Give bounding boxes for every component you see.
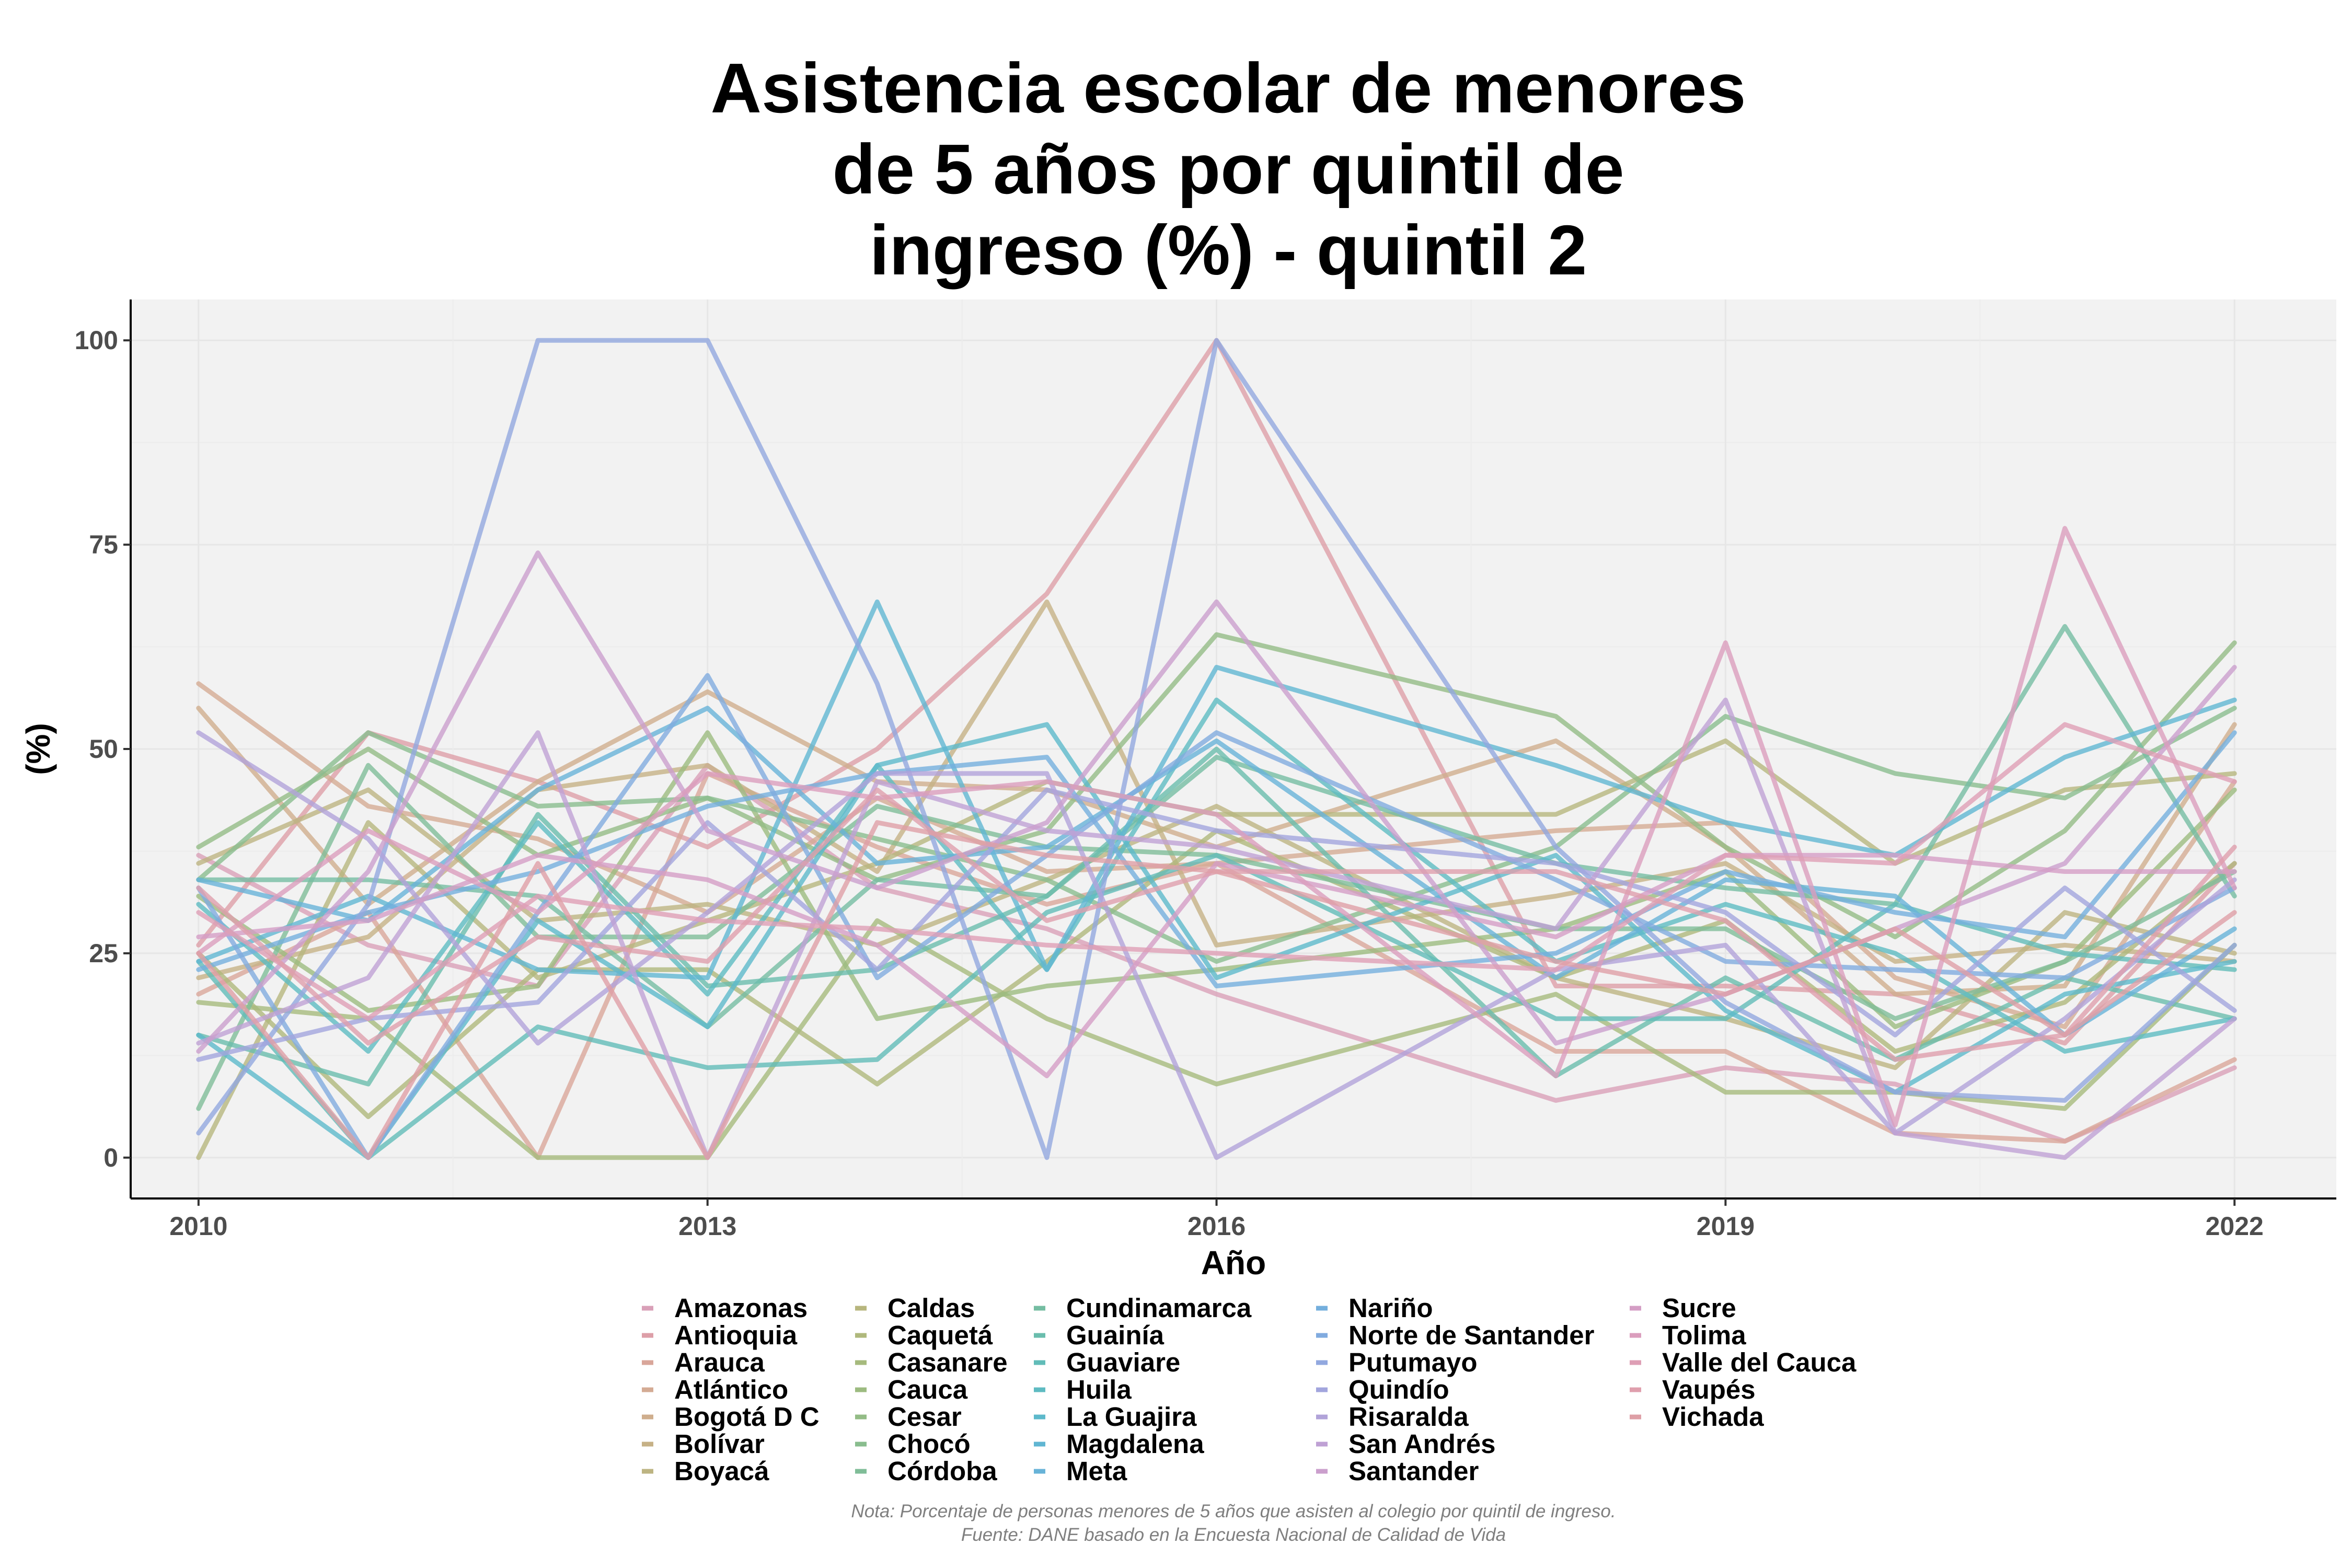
series-line-choco [196, 706, 2237, 964]
series-lines [196, 338, 2237, 1160]
series-line-tolima [196, 526, 2237, 1127]
chart-title-line-3: ingreso (%) - quintil 2 [870, 211, 1587, 290]
legend-label: Córdoba [887, 1456, 997, 1486]
note-text: Nota: Porcentaje de personas menores de … [851, 1501, 1616, 1521]
series-line-putumayo [196, 338, 2237, 1160]
legend-label: Meta [1066, 1456, 1127, 1486]
source-text: Fuente: DANE basado en la Encuesta Nacio… [961, 1525, 1506, 1545]
x-tick-label: 2019 [1697, 1212, 1755, 1241]
legend-label: Caquetá [887, 1320, 993, 1350]
legend-label: Huila [1066, 1375, 1132, 1404]
legend-label: Sucre [1662, 1293, 1736, 1323]
series-line-la-guajira [196, 722, 2237, 1160]
legend-label: Boyacá [674, 1456, 769, 1486]
series-line-sucre [196, 852, 2237, 1078]
legend-label: Santander [1348, 1456, 1479, 1486]
series-line-guaviare [196, 852, 2237, 1160]
x-tick-label: 2013 [678, 1212, 736, 1241]
x-axis-title: Año [1201, 1244, 1266, 1282]
legend-label: Vichada [1662, 1402, 1764, 1432]
legend-label: Valle del Cauca [1662, 1347, 1857, 1377]
legend-label: Guaviare [1066, 1347, 1180, 1377]
legend-label: Cauca [887, 1375, 968, 1404]
y-tick-label: 50 [89, 734, 118, 764]
legend-label: La Guajira [1066, 1402, 1197, 1432]
series-line-vichada [196, 820, 2237, 1160]
legend-label: Tolima [1662, 1320, 1746, 1350]
legend-label: Bogotá D C [674, 1402, 820, 1432]
legend-label: Arauca [674, 1347, 765, 1377]
legend-label: Quindío [1348, 1375, 1449, 1404]
x-tick-label: 2022 [2206, 1212, 2264, 1241]
legend-label: Guainía [1066, 1320, 1165, 1350]
axis-ticks: 0 25 50 75 100 2010 2013 2016 2019 2022 [75, 326, 2264, 1241]
legend-label: San Andrés [1348, 1429, 1496, 1459]
legend-label: Magdalena [1066, 1429, 1204, 1459]
series-line-cauca [196, 730, 2237, 1030]
legend-label: Nariño [1348, 1293, 1433, 1323]
legend-label: Antioquia [674, 1320, 798, 1350]
legend-label: Bolívar [674, 1429, 765, 1459]
legend-label: Chocó [887, 1429, 971, 1459]
legend-label: Cundinamarca [1066, 1293, 1252, 1323]
chart-title: Asistencia escolar de menores de 5 años … [711, 49, 1746, 290]
legend-label: Amazonas [674, 1293, 808, 1323]
chart-title-line-1: Asistencia escolar de menores [711, 49, 1746, 128]
legend-label: Putumayo [1348, 1347, 1478, 1377]
y-tick-label: 75 [89, 530, 118, 559]
y-tick-label: 0 [103, 1143, 118, 1172]
y-tick-label: 100 [75, 326, 118, 355]
legend-label: Vaupés [1662, 1375, 1756, 1404]
x-tick-label: 2010 [169, 1212, 227, 1241]
chart-title-line-2: de 5 años por quintil de [832, 130, 1624, 209]
series-line-santander [196, 550, 2237, 1054]
series-line-atlantico [196, 681, 2237, 1030]
x-tick-label: 2016 [1187, 1212, 1246, 1241]
series-line-risaralda [196, 730, 2237, 1160]
y-axis-title: (%) [19, 723, 57, 775]
legend-label: Norte de Santander [1348, 1320, 1595, 1350]
series-line-vaupes [196, 787, 2237, 1062]
series-line-quindio [196, 787, 2237, 1062]
series-line-san-andres [196, 697, 2237, 1160]
legend-label: Atlántico [674, 1375, 788, 1404]
y-tick-label: 25 [89, 939, 118, 968]
legend-label: Risaralda [1348, 1402, 1469, 1432]
legend-label: Casanare [887, 1347, 1008, 1377]
legend-label: Cesar [887, 1402, 962, 1432]
legend-label: Caldas [887, 1293, 975, 1323]
